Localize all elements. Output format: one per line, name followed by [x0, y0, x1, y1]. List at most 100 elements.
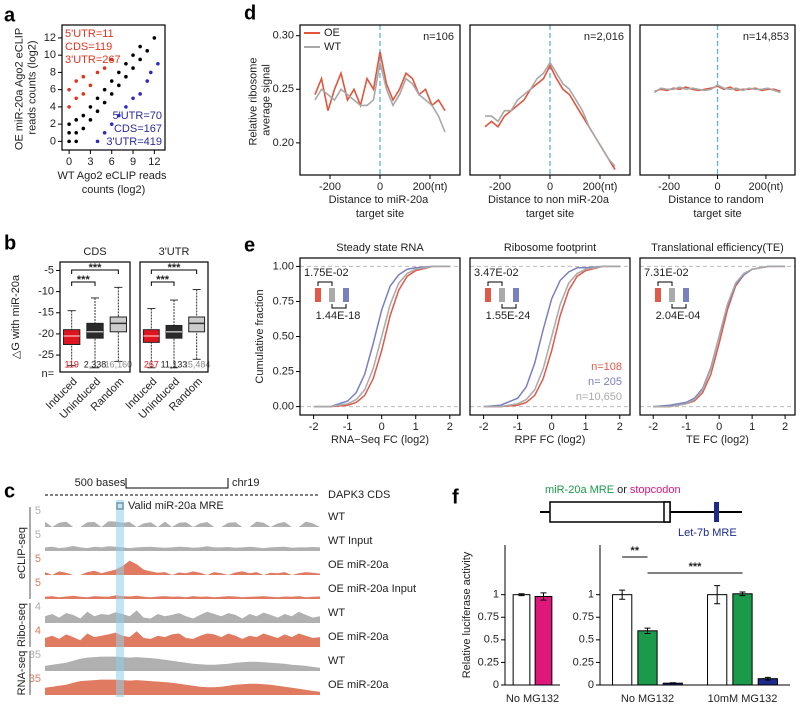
coverage-track — [45, 631, 320, 647]
panel-letter: c — [4, 480, 15, 502]
point — [95, 96, 100, 101]
error-bar — [518, 593, 525, 597]
x-tick-label: No MG132 — [621, 693, 674, 705]
pvalue-label: 7.31E-02 — [644, 267, 689, 279]
group-swatch — [683, 288, 689, 302]
x-axis-label: Distance to non miR-20a target site — [488, 194, 612, 220]
point — [156, 61, 160, 66]
coverage-track — [45, 595, 320, 599]
point — [131, 53, 135, 57]
pvalue-bracket — [657, 281, 673, 286]
track-scale: 35 — [29, 649, 41, 661]
y-tick-label: 6 — [50, 84, 56, 96]
pvalue-bracket — [331, 304, 347, 309]
error-bar — [644, 627, 651, 635]
track-scale: 5 — [35, 553, 41, 565]
let7b-label: Let-7b MRE — [678, 527, 737, 539]
series-line — [314, 51, 446, 112]
coverage-track — [45, 679, 320, 695]
construct-site — [663, 501, 671, 523]
y-tick-label: -15 — [38, 307, 54, 319]
coverage-track — [45, 656, 320, 671]
point — [131, 66, 135, 70]
pvalue-label: 2.04E-04 — [656, 310, 701, 322]
series-line — [313, 265, 450, 408]
x-tick-label: 0 — [377, 181, 383, 193]
group-swatch — [513, 288, 519, 302]
legend-label: n=10,650 — [576, 391, 622, 403]
y-axis-label: OE miR-20a Ago2 eCLIP reads counts (log2… — [13, 25, 38, 150]
x-tick-label: 3 — [87, 156, 93, 168]
series-line — [313, 265, 450, 408]
track-scale: 4 — [35, 625, 41, 637]
y-tick-label: -5 — [44, 264, 54, 276]
point — [81, 113, 86, 118]
y-axis-label: Relative luciferase activity — [461, 551, 473, 678]
mre-label: miR-20a MRE — [545, 484, 614, 496]
point — [138, 92, 142, 96]
point — [102, 66, 107, 70]
pvalue-label: 3.47E-02 — [474, 267, 519, 279]
x-tick-label: -1 — [513, 421, 523, 433]
x-tick-label: -200 — [658, 181, 680, 193]
x-tick-label: 12 — [148, 156, 160, 168]
y-tick-label: 0.5 — [579, 634, 594, 646]
x-tick-label: -2 — [479, 421, 489, 433]
error-bar — [764, 676, 771, 681]
significance-label: ** — [631, 545, 640, 557]
point — [109, 122, 114, 126]
x-tick-label: 0 — [379, 421, 385, 433]
legend-label: WT — [324, 41, 341, 53]
y-tick-label: 0.25 — [273, 365, 294, 377]
group-swatch — [485, 288, 491, 302]
text-line: Distance to miR-20a — [329, 194, 432, 206]
point — [124, 74, 128, 79]
point — [67, 105, 71, 109]
scale-label: 500 bases — [75, 477, 126, 489]
y-axis-label: Relative ribosome average signal — [247, 54, 272, 145]
pvalue-bracket — [501, 304, 517, 309]
y-tick-label: 0.75 — [478, 611, 499, 623]
y-axis-label: Cumulative fraction — [254, 289, 266, 383]
point — [67, 130, 71, 135]
group-label: Ribo-seq — [16, 603, 28, 647]
x-tick-label: -1 — [343, 421, 353, 433]
text-line: OE miR-20a Ago2 eCLIP — [13, 25, 25, 150]
plot-frame — [639, 257, 796, 416]
group-swatch — [343, 288, 349, 302]
x-axis-label: Distance to miR-20a target site — [329, 194, 432, 220]
y-tick-label: 4 — [50, 101, 56, 113]
y-tick-label: 0 — [588, 679, 594, 691]
text-line: target site — [356, 208, 404, 220]
scale-bar — [125, 478, 229, 489]
y-tick-label: -25 — [38, 349, 54, 361]
track-name: OE miR-20a Input — [328, 583, 416, 595]
plot-frame — [59, 261, 131, 373]
y-tick-label: 10 — [44, 49, 56, 61]
annotation: 3'UTR=419 — [106, 136, 162, 148]
n-label: 16,160 — [105, 359, 133, 369]
x-tick-label: 1 — [583, 421, 589, 433]
stop-label: stopcodon — [630, 484, 681, 496]
construct-diagram: miR-20a MRE or stopcodon Let-7b MRE — [540, 484, 742, 539]
plot-frame — [469, 257, 631, 416]
pvalue-label: 1.44E-18 — [316, 310, 361, 322]
y-tick-label: 0.25 — [478, 656, 499, 668]
construct-let7b — [714, 502, 719, 522]
x-tick-label: -2 — [309, 421, 319, 433]
box — [188, 316, 206, 333]
mre-highlight — [116, 500, 124, 697]
x-tick-label: 200(nt) — [749, 181, 784, 193]
box — [63, 329, 81, 346]
text-line: WT Ago2 eCLIP reads — [57, 170, 169, 182]
point — [95, 109, 100, 114]
track-name: WT — [328, 655, 345, 667]
pvalue-label: 1.55E-24 — [486, 310, 531, 322]
error-bar — [714, 585, 721, 605]
n-label: 15,484 — [183, 359, 211, 369]
point — [124, 61, 128, 66]
y-tick-label: 0.25 — [273, 83, 294, 95]
point — [74, 139, 79, 144]
track-scale: 4 — [35, 601, 41, 613]
